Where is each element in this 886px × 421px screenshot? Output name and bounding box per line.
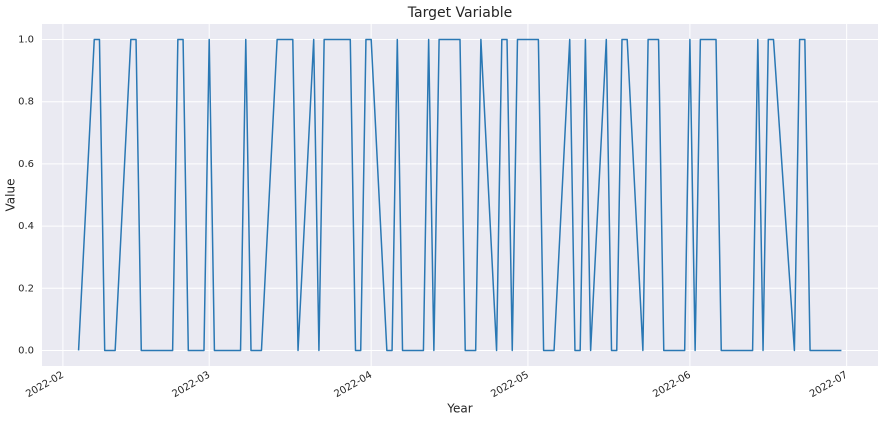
y-tick-label: 0.0 xyxy=(18,345,34,356)
y-tick-label: 0.8 xyxy=(18,97,34,108)
y-axis-label: Value xyxy=(4,179,18,212)
y-tick-label: 0.4 xyxy=(18,221,34,232)
x-tick-label: 2022-07 xyxy=(808,370,850,400)
x-tick-label: 2022-03 xyxy=(171,370,213,400)
x-tick-label: 2022-05 xyxy=(489,370,531,400)
y-tick-label: 0.6 xyxy=(18,159,34,170)
chart-title: Target Variable xyxy=(407,5,512,21)
line-series xyxy=(77,38,842,352)
y-tick-label: 1.0 xyxy=(18,35,34,46)
x-tick-label: 2022-04 xyxy=(332,370,374,400)
x-tick-label: 2022-06 xyxy=(651,370,693,400)
x-tick-label: 2022-02 xyxy=(24,370,66,400)
x-axis-label: Year xyxy=(446,402,472,416)
y-tick-label: 0.2 xyxy=(18,283,34,294)
